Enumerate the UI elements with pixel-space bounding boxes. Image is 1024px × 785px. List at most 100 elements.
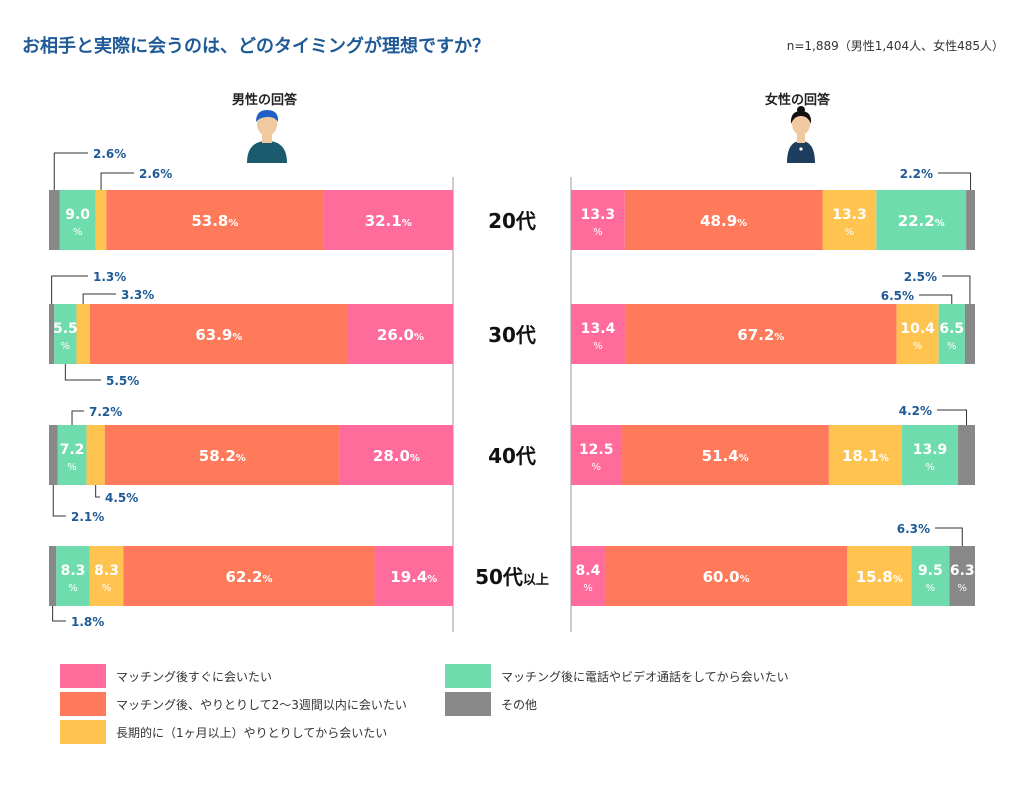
men-segment-yellow bbox=[89, 546, 124, 606]
men-row3-unit-green: % bbox=[68, 583, 78, 594]
legend-item-pink: マッチング後すぐに会いたい bbox=[60, 664, 272, 688]
men-row3-gray-leader bbox=[52, 606, 66, 622]
women-row3-value-yellow: 15.8% bbox=[856, 568, 903, 586]
women-row3-unit-gray: % bbox=[958, 583, 968, 594]
legend-label-orange: マッチング後、やりとりして2〜3週間以内に会いたい bbox=[116, 697, 407, 712]
men-row1-gray-leader bbox=[51, 275, 88, 304]
women-row0-unit-pink: % bbox=[593, 227, 603, 238]
legend-swatch-pink bbox=[60, 664, 106, 688]
men-row1-green-leader bbox=[64, 364, 101, 381]
women-row3-gray-leader bbox=[935, 527, 963, 546]
men-row1-gray-label: 1.3% bbox=[93, 270, 126, 284]
men-segment-gray bbox=[49, 190, 60, 250]
women-segment-gray bbox=[958, 425, 975, 485]
women-row1-value-pink: 13.4 bbox=[581, 321, 616, 337]
men-segment-orange bbox=[89, 304, 348, 364]
men-row1-green-label: 5.5% bbox=[106, 374, 139, 388]
men-row3-gray-label: 1.8% bbox=[71, 615, 104, 629]
men-row2-green-leader bbox=[71, 410, 84, 425]
legend-label-yellow: 長期的に（1ヶ月以上）やりとりしてから会いたい bbox=[116, 725, 388, 740]
men-row0-unit-green: % bbox=[73, 227, 83, 238]
men-segment-pink bbox=[347, 304, 453, 364]
men-row3-unit-yellow: % bbox=[102, 583, 112, 594]
legend-swatch-green bbox=[445, 664, 491, 688]
men-row2-yellow-label: 4.5% bbox=[105, 491, 138, 505]
women-segment-yellow bbox=[828, 425, 902, 485]
men-row2-yellow-leader bbox=[95, 485, 100, 498]
women-row3-value-orange: 60.0% bbox=[703, 568, 750, 586]
women-row2-value-pink: 12.5 bbox=[579, 442, 614, 458]
men-segment-yellow bbox=[76, 304, 90, 364]
men-segment-orange bbox=[123, 546, 375, 606]
men-row2-value-green: 7.2 bbox=[60, 442, 85, 458]
women-row0-value-green: 22.2% bbox=[898, 212, 945, 230]
woman-avatar-icon bbox=[787, 106, 815, 163]
women-segment-orange bbox=[604, 546, 848, 606]
women-segment-orange bbox=[625, 304, 897, 364]
women-row1-value-green: 6.5 bbox=[939, 321, 964, 337]
men-segment-pink bbox=[374, 546, 453, 606]
men-segment-gray bbox=[49, 425, 58, 485]
women-row3-gray-label: 6.3% bbox=[897, 522, 930, 536]
women-segment-pink bbox=[571, 425, 622, 485]
men-row0-value-pink: 32.1% bbox=[365, 212, 412, 230]
legend-label-green: マッチング後に電話やビデオ通話をしてから会いたい bbox=[501, 669, 789, 684]
women-row0-value-yellow: 13.3 bbox=[832, 207, 867, 223]
women-segment-pink bbox=[571, 546, 605, 606]
category-label-1: 30代 bbox=[488, 323, 536, 347]
men-row3-value-orange: 62.2% bbox=[225, 568, 272, 586]
women-segment-yellow bbox=[847, 546, 912, 606]
women-row2-value-green: 13.9 bbox=[913, 442, 948, 458]
women-row3-unit-pink: % bbox=[583, 583, 593, 594]
women-row1-unit-green: % bbox=[947, 341, 957, 352]
legend-label-pink: マッチング後すぐに会いたい bbox=[116, 669, 273, 684]
men-row2-unit-green: % bbox=[67, 462, 77, 473]
men-row0-gray-label: 2.6% bbox=[93, 147, 126, 161]
women-segment-gray bbox=[964, 304, 975, 364]
men-row2-green-label: 7.2% bbox=[89, 405, 122, 419]
women-segment-green bbox=[911, 546, 950, 606]
women-row0-unit-yellow: % bbox=[845, 227, 855, 238]
men-row3-value-yellow: 8.3 bbox=[94, 563, 119, 579]
men-row3-value-green: 8.3 bbox=[61, 563, 86, 579]
women-row1-unit-pink: % bbox=[593, 341, 603, 352]
men-row1-yellow-leader bbox=[82, 293, 116, 304]
men-row2-value-pink: 28.0% bbox=[373, 447, 420, 465]
women-panel-header: 女性の回答 bbox=[765, 93, 831, 108]
men-segment-yellow bbox=[95, 190, 107, 250]
women-segment-pink bbox=[571, 190, 625, 250]
legend-item-orange: マッチング後、やりとりして2〜3週間以内に会いたい bbox=[60, 692, 407, 716]
women-segment-green bbox=[901, 425, 959, 485]
men-segment-orange bbox=[104, 425, 340, 485]
men-row0-gray-leader bbox=[53, 152, 88, 190]
legend-swatch-orange bbox=[60, 692, 106, 716]
women-row0-gray-label: 2.2% bbox=[900, 167, 933, 181]
women-row1-unit-yellow: % bbox=[913, 341, 923, 352]
women-segment-gray bbox=[949, 546, 975, 606]
women-segment-yellow bbox=[896, 304, 939, 364]
men-panel-header: 男性の回答 bbox=[232, 93, 298, 108]
men-segment-yellow bbox=[86, 425, 105, 485]
men-segment-green bbox=[56, 546, 90, 606]
category-label-2: 40代 bbox=[488, 444, 536, 468]
man-avatar-icon bbox=[247, 110, 287, 163]
women-row2-unit-pink: % bbox=[591, 462, 601, 473]
women-segment-gray bbox=[966, 190, 975, 250]
women-segment-pink bbox=[571, 304, 626, 364]
women-row3-value-gray: 6.3 bbox=[950, 563, 975, 579]
men-segment-pink bbox=[339, 425, 453, 485]
men-row3-value-pink: 19.4% bbox=[390, 568, 437, 586]
women-row1-gray-leader bbox=[942, 275, 971, 304]
chart-title: お相手と実際に会うのは、どのタイミングが理想ですか？ bbox=[22, 36, 490, 57]
men-segment-green bbox=[59, 190, 96, 250]
women-row1-green-label: 6.5% bbox=[881, 289, 914, 303]
men-row2-gray-label: 2.1% bbox=[71, 510, 104, 524]
women-row0-value-pink: 13.3 bbox=[581, 207, 616, 223]
men-row2-value-orange: 58.2% bbox=[199, 447, 246, 465]
men-segment-gray bbox=[49, 304, 55, 364]
men-segment-pink bbox=[323, 190, 453, 250]
men-segment-green bbox=[54, 304, 77, 364]
legend-swatch-gray bbox=[445, 692, 491, 716]
